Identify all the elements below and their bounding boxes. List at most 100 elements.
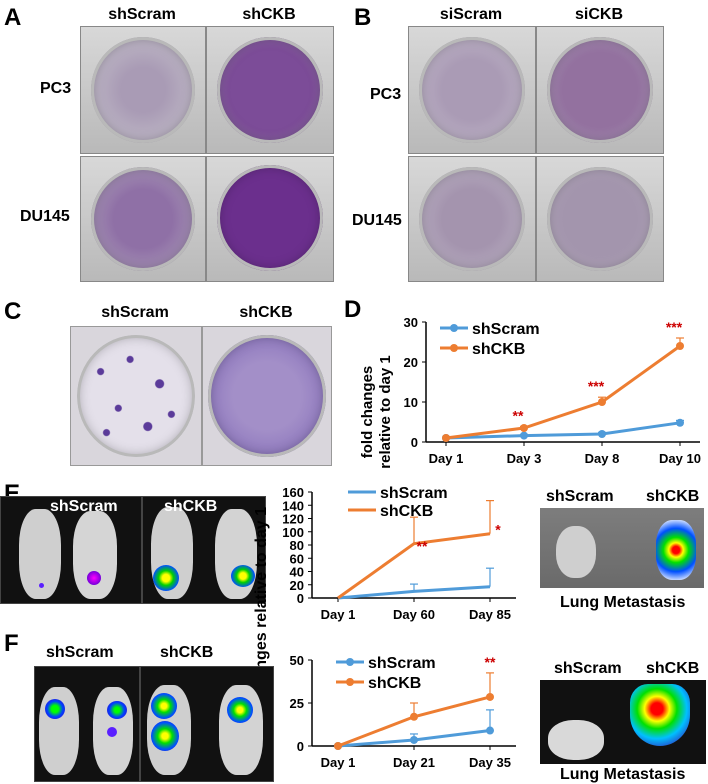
panel-a-row2-label: DU145 — [20, 208, 70, 225]
panel-b-col2-label: siCKB — [574, 6, 623, 23]
lung-f-col1-label: shScram — [554, 660, 622, 677]
legend-label-shScram: shScram — [368, 655, 436, 672]
y-tick-label: 50 — [290, 653, 304, 668]
plate-c-shckb — [202, 326, 332, 466]
chart-f: 0 25 50 Day 1 Day 21 Day 35 ** shScram shCKB — [290, 653, 516, 770]
y-tick-label: 80 — [290, 538, 304, 553]
mouse-e-label-2: shCKB — [164, 498, 218, 515]
panel-a-col2-label: shCKB — [242, 6, 296, 23]
lung-f-col2-label: shCKB — [646, 660, 700, 677]
x-tick-label: Day 3 — [507, 451, 542, 466]
data-point — [486, 692, 494, 701]
mouse-e-label-1: shScram — [50, 498, 118, 515]
legend-label-shCKB: shCKB — [472, 341, 525, 358]
series-line-shScram — [445, 421, 681, 440]
data-point — [676, 342, 684, 350]
mouse-image-e-shckb — [142, 496, 266, 604]
data-point — [442, 434, 450, 442]
y-tick-label: 10 — [404, 395, 418, 410]
panel-b-row1-label: PC3 — [370, 86, 402, 103]
x-tick-label: Day 85 — [469, 607, 511, 622]
data-point — [598, 398, 606, 406]
panel-c-col1-label: shScram — [101, 304, 169, 321]
panel-a-col1-label: shScram — [108, 6, 176, 23]
y-tick-label: 40 — [290, 565, 304, 580]
panel-b-row2-label: DU145 — [352, 212, 402, 229]
y-tick-label: 0 — [411, 435, 418, 450]
y-tick-label: 120 — [282, 512, 304, 527]
y-tick-label: 100 — [282, 525, 304, 540]
well-b-du145-siscram — [408, 156, 536, 282]
legend-label-shScram: shScram — [380, 485, 448, 502]
significance-label: *** — [666, 319, 683, 335]
mouse-f-label-2: shCKB — [160, 644, 214, 661]
well-b-du145-sickb — [536, 156, 664, 282]
legend-marker — [450, 344, 458, 352]
x-tick-label: Day 21 — [393, 755, 435, 770]
legend-label-shCKB: shCKB — [380, 503, 433, 520]
data-point — [410, 735, 418, 744]
lung-e-col2-label: shCKB — [646, 488, 700, 505]
mouse-image-f-shscram — [34, 666, 140, 782]
lung-f-caption: Lung Metastasis — [560, 766, 686, 783]
panel-letter-f: F — [4, 630, 19, 657]
y-tick-label: 25 — [290, 696, 304, 711]
significance-label: *** — [588, 378, 605, 394]
panel-letter-c: C — [4, 298, 22, 325]
significance-label: * — [495, 522, 501, 538]
well-a-du145-shckb — [206, 156, 334, 282]
lung-e-col1-label: shScram — [546, 488, 614, 505]
significance-label: ** — [513, 407, 524, 423]
significance-label: ** — [417, 538, 428, 554]
data-point — [486, 726, 494, 735]
data-point — [334, 742, 342, 750]
chart-d: fold changes relative to day 1 0 10 20 30 Da… — [359, 315, 701, 469]
significance-label: ** — [485, 654, 496, 670]
y-tick-label: 140 — [282, 498, 304, 513]
y-tick-label: 60 — [290, 551, 304, 566]
y-tick-label: 20 — [290, 578, 304, 593]
well-a-pc3-shscram — [80, 26, 206, 154]
x-tick-label: Day 1 — [321, 755, 356, 770]
panel-c-col2-label: shCKB — [239, 304, 293, 321]
y-tick-label: 160 — [282, 485, 304, 500]
chart-d-ylabel-line1: fold changes — [359, 366, 376, 459]
well-a-du145-shscram — [80, 156, 206, 282]
panel-letter-d: D — [344, 296, 362, 323]
x-tick-label: Day 1 — [321, 607, 356, 622]
panel-letter-a: A — [4, 4, 22, 31]
y-tick-label: 30 — [404, 315, 418, 330]
panel-a-row1-label: PC3 — [40, 80, 72, 97]
y-tick-label: 0 — [297, 739, 304, 754]
data-point — [676, 418, 684, 427]
series-line-shCKB — [445, 344, 681, 440]
x-tick-label: Day 1 — [429, 451, 464, 466]
well-a-pc3-shckb — [206, 26, 334, 154]
well-b-pc3-sickb — [536, 26, 664, 154]
x-tick-label: Day 8 — [585, 451, 620, 466]
x-tick-label: Day 35 — [469, 755, 511, 770]
data-point — [520, 424, 528, 432]
legend-marker — [346, 658, 354, 666]
lung-image-e — [540, 508, 704, 588]
legend-marker — [346, 678, 354, 686]
lung-e-caption: Lung Metastasis — [560, 594, 686, 611]
plate-c-shscram — [70, 326, 202, 466]
y-tick-label: 0 — [297, 591, 304, 606]
data-point — [598, 430, 606, 438]
legend-label-shScram: shScram — [472, 321, 540, 338]
mouse-image-e-shscram — [0, 496, 142, 604]
x-tick-label: Day 10 — [659, 451, 701, 466]
well-b-pc3-siscram — [408, 26, 536, 154]
legend-label-shCKB: shCKB — [368, 675, 421, 692]
lung-image-f — [540, 680, 706, 764]
chart-d-ylabel-line2: relative to day 1 — [377, 355, 394, 468]
y-tick-label: 20 — [404, 355, 418, 370]
panel-letter-b: B — [354, 4, 372, 31]
legend-marker — [450, 324, 458, 332]
mouse-f-label-1: shScram — [46, 644, 114, 661]
panel-b-col1-label: siScram — [439, 6, 503, 23]
x-tick-label: Day 60 — [393, 607, 435, 622]
data-point — [520, 431, 528, 440]
mouse-image-f-shckb — [140, 666, 274, 782]
